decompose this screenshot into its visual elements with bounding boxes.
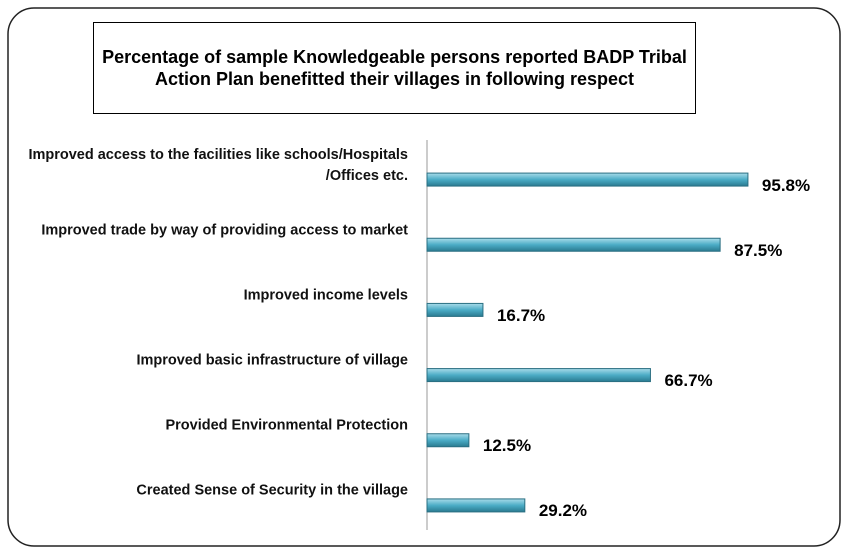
bar (426, 237, 721, 252)
chart-border (7, 7, 841, 547)
chart-title: Percentage of sample Knowledgeable perso… (93, 22, 696, 114)
bar (426, 302, 484, 317)
bar (426, 368, 651, 383)
category-label: Improved income levels (243, 287, 408, 304)
value-label: 12.5% (482, 436, 532, 456)
bar (426, 498, 526, 513)
value-label: 29.2% (538, 501, 588, 521)
bar (426, 433, 470, 448)
category-label: Improved trade by way of providing acces… (41, 222, 408, 239)
category-label: Improved access to the facilities like s… (28, 146, 408, 184)
value-label: 16.7% (496, 305, 546, 325)
value-label: 87.5% (734, 240, 783, 260)
category-label: Provided Environmental Protection (165, 417, 408, 434)
value-label: 95.8% (761, 175, 811, 195)
value-label: 66.7% (664, 371, 713, 391)
bar (426, 172, 749, 187)
category-label: Created Sense of Security in the village (136, 482, 408, 499)
category-label: Improved basic infrastructure of village (136, 352, 408, 369)
